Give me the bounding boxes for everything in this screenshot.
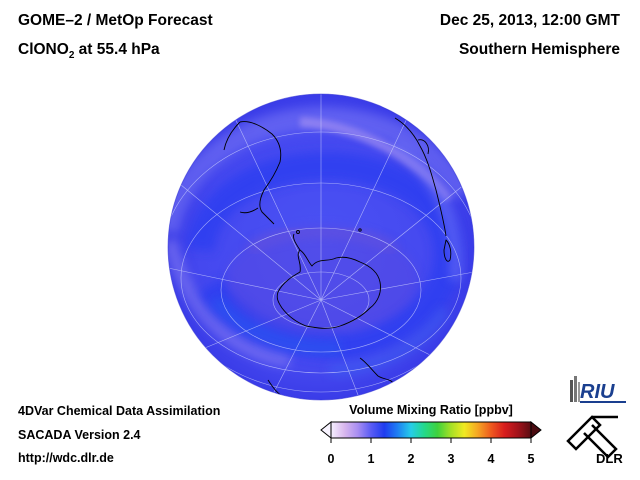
species-name: ClONO bbox=[18, 41, 69, 58]
colorbar-min-arrow bbox=[320, 421, 332, 440]
svg-text:RIU: RIU bbox=[580, 381, 615, 403]
colorbar-tick-label: 3 bbox=[447, 452, 455, 466]
assimilation-label: 4DVar Chemical Data Assimilation bbox=[18, 404, 221, 418]
species-level-label: ClONO2 at 55.4 hPa bbox=[18, 41, 160, 61]
map-title: GOME–2 / MetOp Forecast bbox=[18, 12, 213, 29]
hemisphere-label: Southern Hemisphere bbox=[458, 41, 620, 58]
dlr-logo: DLR bbox=[566, 415, 623, 465]
colorbar-title: Volume Mixing Ratio [ppbv] bbox=[349, 403, 513, 417]
colorbar-max-arrow bbox=[530, 421, 542, 440]
colorbar-tick-label: 2 bbox=[407, 452, 415, 466]
pressure-level: at 55.4 hPa bbox=[74, 41, 160, 58]
version-label: SACADA Version 2.4 bbox=[18, 428, 141, 442]
colorbar-tick-label: 0 bbox=[327, 452, 335, 466]
svg-text:DLR: DLR bbox=[596, 451, 623, 465]
colorbar-tick-label: 4 bbox=[487, 452, 495, 466]
colorbar-tick-label: 1 bbox=[367, 452, 375, 466]
forecast-datetime: Dec 25, 2013, 12:00 GMT bbox=[439, 12, 620, 29]
species-subscript: 2 bbox=[68, 50, 75, 62]
riu-logo: RIU bbox=[570, 376, 626, 403]
colorbar bbox=[320, 421, 542, 443]
website-link[interactable]: http://wdc.dlr.de bbox=[18, 451, 114, 465]
colorbar-gradient bbox=[330, 421, 532, 439]
colorbar-tick-label: 5 bbox=[527, 452, 535, 466]
